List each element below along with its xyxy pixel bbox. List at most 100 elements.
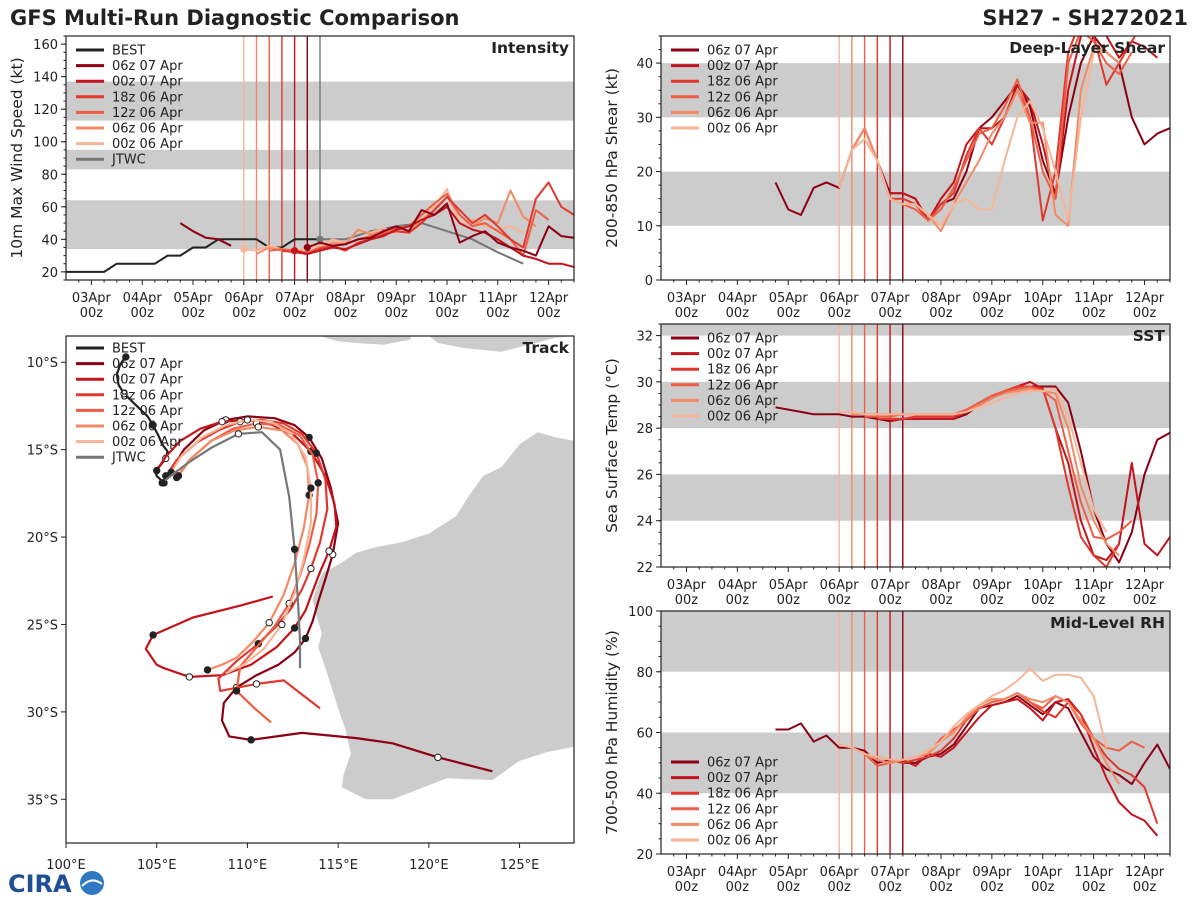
track-marker-5: [265, 619, 273, 627]
xtick-label-4-7: 10Apr: [1023, 865, 1063, 880]
map-ytick-label-1: 15°S: [27, 444, 58, 459]
series-point-0-2: [240, 245, 248, 253]
track-marker-6: [307, 484, 315, 492]
xtick-label-4-5: 08Apr: [921, 865, 961, 880]
legend-label-2-0: BEST: [112, 342, 145, 357]
track-line-3: [164, 418, 329, 710]
legend-label-3-0: 06z 07 Apr: [707, 332, 778, 347]
storm-id: SH27 - SH272021: [982, 6, 1188, 30]
legend-label-1-2: 18z 06 Apr: [707, 75, 778, 90]
track-line-2: [144, 418, 338, 679]
map-xtick-label-3: 115°E: [318, 858, 358, 873]
xtick-label-4-0: 03Apr: [667, 865, 707, 880]
xtick-label-0-6: 09Apr: [377, 291, 417, 306]
xtick-sublabel-3-4: 00z: [878, 593, 902, 608]
ytick-label-0-5: 120: [33, 103, 58, 118]
legend-label-0-5: 06z 06 Apr: [112, 122, 183, 137]
xtick-label-1-3: 06Apr: [820, 291, 860, 306]
xtick-sublabel-1-4: 00z: [878, 306, 902, 321]
xtick-sublabel-4-1: 00z: [726, 880, 750, 895]
series-line-3-1: [889, 380, 1170, 562]
ytick-label-0-2: 60: [41, 201, 58, 216]
legend-label-3-5: 00z 06 Apr: [707, 410, 778, 425]
xtick-label-0-5: 08Apr: [326, 291, 366, 306]
series-line-3-5: [839, 387, 1108, 533]
legend-label-2-6: 00z 06 Apr: [112, 435, 183, 450]
xtick-label-3-9: 12Apr: [1125, 578, 1165, 593]
ytick-label-1-3: 30: [636, 111, 653, 126]
track-marker-0: [120, 389, 128, 398]
xtick-sublabel-1-7: 00z: [1031, 306, 1055, 321]
shade-band-3-2: [661, 324, 1170, 336]
panel-title-4: Mid-Level RH: [1050, 614, 1165, 632]
legend-label-2-5: 06z 06 Apr: [112, 420, 183, 435]
shade-band-1-1: [661, 63, 1170, 118]
legend-label-0-1: 06z 07 Apr: [112, 59, 183, 74]
ytick-label-1-0: 0: [645, 274, 653, 289]
xtick-sublabel-0-1: 00z: [131, 306, 155, 321]
shade-band-3-0: [661, 474, 1170, 521]
xtick-label-4-8: 11Apr: [1074, 865, 1114, 880]
xtick-sublabel-4-9: 00z: [1133, 880, 1157, 895]
map-ytick-label-0: 10°S: [27, 356, 58, 371]
shade-band-3-1: [661, 381, 1170, 429]
cira-logo: CIRA: [8, 870, 104, 898]
track-marker-7: [290, 545, 299, 553]
xtick-sublabel-3-2: 00z: [777, 593, 801, 608]
australia-landmass: [312, 432, 574, 800]
track-marker-6: [243, 416, 252, 424]
track-marker-1: [301, 634, 310, 643]
indonesia-landmass: [428, 336, 574, 352]
xtick-label-3-3: 06Apr: [820, 578, 860, 593]
xtick-sublabel-1-9: 00z: [1133, 306, 1157, 321]
lesser-sunda-landmass: [320, 336, 411, 345]
xtick-label-0-0: 03Apr: [72, 291, 112, 306]
xtick-label-1-7: 10Apr: [1023, 291, 1063, 306]
track-marker-0: [149, 421, 157, 429]
map-frame: [65, 335, 575, 844]
xtick-sublabel-3-5: 00z: [929, 593, 953, 608]
map-ytick-label-5: 35°S: [27, 793, 58, 808]
series-line-4-1: [889, 698, 1159, 837]
xtick-sublabel-0-7: 00z: [435, 306, 459, 321]
xtick-label-4-2: 05Apr: [769, 865, 809, 880]
xtick-sublabel-0-9: 00z: [537, 306, 561, 321]
ytick-label-3-0: 22: [636, 561, 653, 576]
xtick-label-4-3: 06Apr: [820, 865, 860, 880]
legend-label-3-3: 12z 06 Apr: [707, 378, 778, 393]
xtick-sublabel-0-3: 00z: [232, 306, 256, 321]
xtick-label-1-6: 09Apr: [972, 291, 1012, 306]
xtick-sublabel-4-2: 00z: [777, 880, 801, 895]
map-ytick-label-3: 25°S: [27, 618, 58, 633]
y-axis-label-1: 200-850 hPa Shear (kt): [603, 68, 621, 248]
legend-label-4-4: 06z 06 Apr: [707, 818, 778, 833]
xtick-sublabel-0-2: 00z: [181, 306, 205, 321]
ytick-label-0-7: 160: [33, 38, 58, 53]
plot-area-3: [661, 324, 1170, 567]
series-line-4-0: [775, 695, 1170, 786]
xtick-label-0-8: 11Apr: [478, 291, 518, 306]
xtick-label-3-7: 10Apr: [1023, 578, 1063, 593]
legend-label-0-7: JTWC: [111, 153, 146, 168]
legend-label-1-3: 12z 06 Apr: [707, 90, 778, 105]
track-marker-1: [247, 736, 255, 744]
xtick-sublabel-3-7: 00z: [1031, 593, 1055, 608]
series-line-0-0: [66, 238, 320, 273]
xtick-label-0-1: 04Apr: [123, 291, 163, 306]
map-ytick-label-2: 20°S: [27, 531, 58, 546]
series-point-0-6: [291, 247, 299, 255]
xtick-label-0-4: 07Apr: [275, 291, 315, 306]
xtick-label-1-4: 07Apr: [871, 291, 911, 306]
xtick-sublabel-4-6: 00z: [980, 880, 1004, 895]
xtick-label-0-2: 05Apr: [173, 291, 213, 306]
y-axis-label-4: 700-500 hPa Humidity (%): [603, 630, 621, 835]
legend-label-0-2: 00z 07 Apr: [112, 75, 183, 90]
xtick-sublabel-4-0: 00z: [675, 880, 699, 895]
xtick-sublabel-1-6: 00z: [980, 306, 1004, 321]
ytick-label-4-1: 40: [636, 787, 653, 802]
legend-label-0-6: 00z 06 Apr: [112, 137, 183, 152]
legend-label-2-7: JTWC: [111, 451, 146, 466]
xtick-sublabel-0-8: 00z: [486, 306, 510, 321]
xtick-label-1-9: 12Apr: [1125, 291, 1165, 306]
ytick-label-3-1: 24: [636, 515, 653, 530]
